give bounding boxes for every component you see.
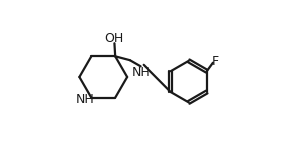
Text: F: F <box>212 55 219 68</box>
Text: NH: NH <box>76 93 95 106</box>
Text: OH: OH <box>104 32 123 45</box>
Text: NH: NH <box>132 66 150 79</box>
